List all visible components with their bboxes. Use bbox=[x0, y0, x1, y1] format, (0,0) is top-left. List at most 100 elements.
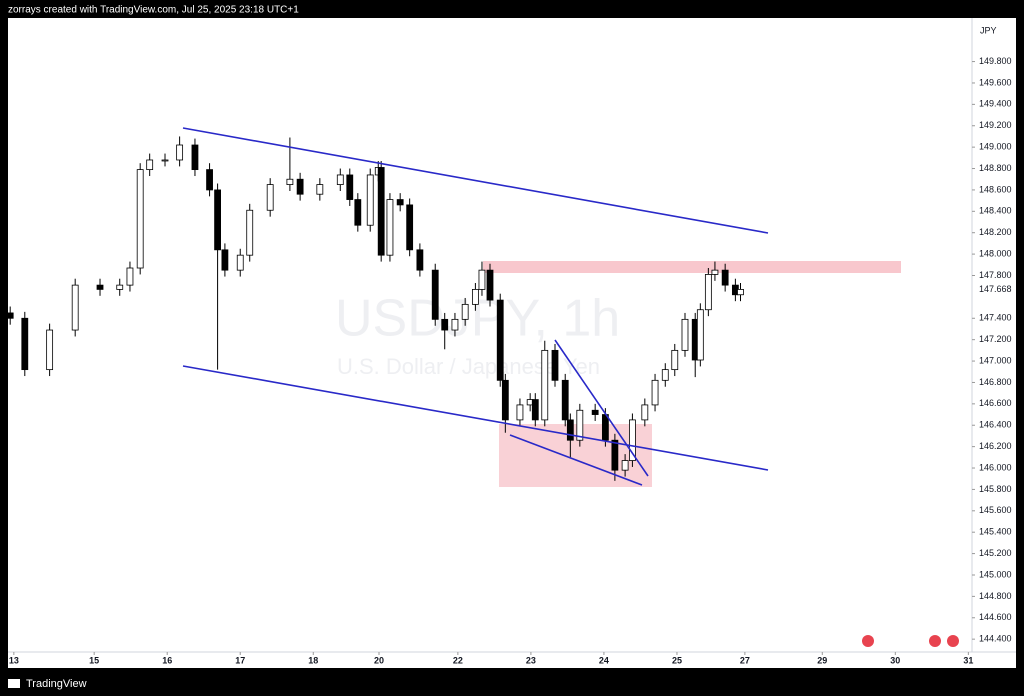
candle-body bbox=[161, 159, 169, 162]
candle-body bbox=[629, 419, 636, 461]
candle-body bbox=[461, 303, 469, 320]
candle-body bbox=[566, 419, 574, 441]
footer-logo bbox=[8, 679, 20, 688]
candle-body bbox=[71, 284, 79, 331]
x-tick-label: 29 bbox=[817, 655, 827, 665]
candle-body bbox=[396, 199, 404, 206]
candle-body bbox=[737, 289, 744, 296]
x-tick-label: 18 bbox=[308, 655, 318, 665]
last-price-label: 147.668 bbox=[979, 284, 1012, 294]
candle-body bbox=[346, 174, 354, 200]
candle-body bbox=[296, 178, 304, 195]
last-price-box bbox=[974, 283, 1014, 296]
wedge-bottom bbox=[509, 434, 643, 486]
y-tick-label: 149.800 bbox=[979, 56, 1012, 66]
candle-body bbox=[601, 414, 609, 441]
watermark-subtitle: U.S. Dollar / Japanese Yen bbox=[337, 354, 600, 379]
candle-body bbox=[661, 369, 669, 381]
y-tick-label: 148.400 bbox=[979, 206, 1012, 216]
y-tick-label: 148.200 bbox=[979, 227, 1012, 237]
y-tick-label: 147.000 bbox=[979, 355, 1012, 365]
candle-body bbox=[451, 318, 459, 331]
candle-body bbox=[621, 460, 629, 471]
candle-body bbox=[441, 318, 449, 331]
candle-body bbox=[316, 184, 324, 195]
candle-body bbox=[21, 317, 29, 371]
candle-body bbox=[471, 289, 479, 305]
y-tick-label: 144.800 bbox=[979, 591, 1012, 601]
y-tick-label: 146.000 bbox=[979, 462, 1012, 472]
candle-body bbox=[478, 269, 486, 290]
x-tick-label: 27 bbox=[740, 655, 750, 665]
chart-area bbox=[8, 18, 1016, 668]
candle-body bbox=[671, 349, 679, 371]
candle-body bbox=[541, 349, 549, 421]
x-tick-label: 30 bbox=[890, 655, 900, 665]
y-tick-label: 146.800 bbox=[979, 377, 1012, 387]
header-text: zorrays created with TradingView.com, Ju… bbox=[8, 5, 299, 16]
y-tick-label: 149.600 bbox=[979, 77, 1012, 87]
plot bbox=[13, 61, 975, 655]
candle-body bbox=[286, 178, 294, 185]
y-tick-label: 146.200 bbox=[979, 441, 1012, 451]
y-tick-label: 145.600 bbox=[979, 505, 1012, 515]
candle-body bbox=[6, 312, 14, 319]
candle-body bbox=[416, 249, 424, 271]
candle-body bbox=[531, 399, 539, 421]
y-tick-label: 146.400 bbox=[979, 420, 1012, 430]
x-tick-label: 20 bbox=[374, 655, 384, 665]
candle-body bbox=[496, 299, 504, 381]
candle-body bbox=[96, 284, 104, 290]
y-tick-label: 149.000 bbox=[979, 142, 1012, 152]
trendlines bbox=[182, 127, 769, 486]
x-tick-label: 24 bbox=[599, 655, 609, 665]
candle-body bbox=[711, 269, 719, 275]
x-tick-label: 25 bbox=[672, 655, 682, 665]
candle-body bbox=[377, 167, 385, 256]
candle-body bbox=[136, 169, 144, 269]
wedge-top bbox=[554, 339, 649, 477]
y-tick-label: 149.400 bbox=[979, 99, 1012, 109]
candle-body bbox=[191, 144, 199, 171]
x-tick-label: 31 bbox=[963, 655, 973, 665]
x-tick-label: 23 bbox=[526, 655, 536, 665]
x-tick-label: 13 bbox=[9, 655, 19, 665]
candle-body bbox=[576, 409, 584, 441]
y-tick-label: 147.400 bbox=[979, 313, 1012, 323]
candle-body bbox=[46, 329, 54, 371]
candle-body bbox=[336, 174, 344, 185]
footer-brand: TradingView bbox=[26, 678, 87, 690]
event-icon[interactable] bbox=[929, 635, 941, 647]
candle-body bbox=[696, 309, 704, 361]
x-tick-label: 17 bbox=[235, 655, 245, 665]
candle-body bbox=[516, 404, 524, 421]
event-icon[interactable] bbox=[947, 635, 959, 647]
event-icon[interactable] bbox=[862, 635, 874, 647]
candle-body bbox=[561, 379, 569, 421]
candle-body bbox=[406, 204, 414, 251]
candle-body bbox=[551, 349, 559, 381]
candle-body bbox=[236, 254, 244, 271]
candle-body bbox=[214, 189, 221, 251]
event-icons bbox=[862, 635, 959, 647]
y-tick-label: 148.000 bbox=[979, 248, 1012, 258]
candle-body bbox=[221, 249, 229, 271]
x-tick-label: 16 bbox=[162, 655, 172, 665]
candle-body bbox=[176, 144, 184, 161]
candle-body bbox=[266, 184, 274, 211]
candle-body bbox=[611, 439, 619, 471]
y-tick-label: 147.800 bbox=[979, 270, 1012, 280]
candle-body bbox=[704, 274, 712, 311]
candle-body bbox=[681, 318, 689, 351]
x-tick-label: 22 bbox=[453, 655, 463, 665]
candle-body bbox=[431, 269, 439, 320]
candle-body bbox=[146, 159, 154, 171]
resistance-zone bbox=[483, 261, 901, 273]
candles bbox=[6, 136, 744, 481]
channel-bottom bbox=[182, 365, 769, 471]
y-tick-label: 146.600 bbox=[979, 398, 1012, 408]
y-tick-label: 144.400 bbox=[979, 634, 1012, 644]
candle-body bbox=[641, 404, 649, 421]
